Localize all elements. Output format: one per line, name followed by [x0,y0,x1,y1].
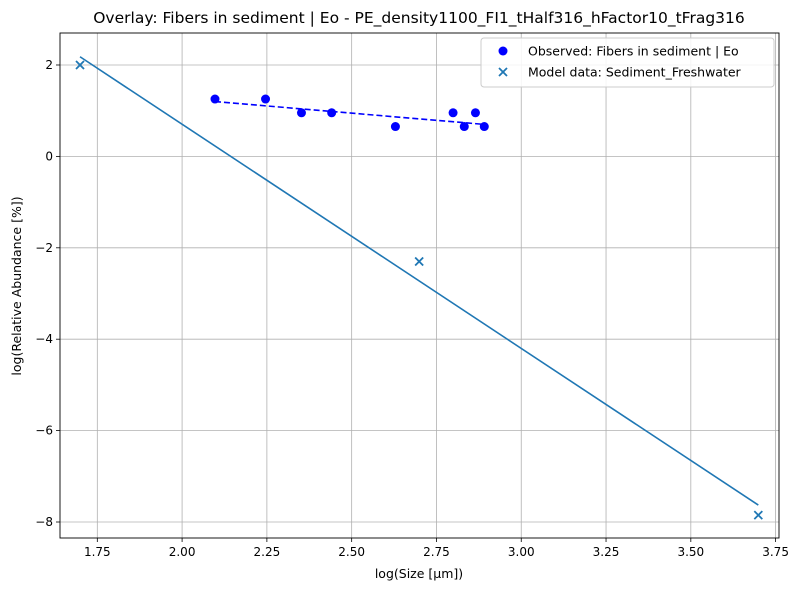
observed-point [459,122,469,132]
model-point [414,256,424,267]
observed-point [296,108,306,118]
legend-marker-model [498,67,508,77]
legend-label: Model data: Sediment_Freshwater [528,65,742,80]
x-axis-label: log(Size [µm]) [375,566,463,581]
fit-lines [79,56,759,506]
x-tick-label: 3.25 [593,545,620,559]
observed-point [327,108,337,118]
legend-marker-observed [498,46,508,56]
observed-trend-line [214,100,485,126]
y-tick-label: −8 [35,515,53,529]
x-tick-label: 2.75 [423,545,450,559]
grid [60,33,779,538]
x-tick-label: 3.00 [508,545,535,559]
x-tick-label: 2.50 [338,545,365,559]
legend-box [480,37,775,88]
observed-point [479,122,489,132]
observed-point [210,94,220,104]
data-points [75,60,763,520]
y-tick-label: 0 [45,149,53,163]
observed-point [261,94,271,104]
x-tick-label: 1.75 [84,545,111,559]
x-tick-label: 3.75 [762,545,788,559]
y-tick-label: −6 [35,424,53,438]
x-tick-label: 2.00 [169,545,196,559]
y-tick-label: 2 [45,58,53,72]
x-tick-label: 2.25 [254,545,281,559]
plot-frame [59,32,780,539]
y-axis-ticks: 2 0 −2 −4 −6 −8 [35,58,60,529]
chart-title: Overlay: Fibers in sediment | Eo - PE_de… [93,9,745,28]
model-trend-line [79,56,759,506]
observed-point [470,108,480,118]
model-point [75,60,85,70]
y-tick-label: −4 [35,332,53,346]
legend: Observed: Fibers in sediment | Eo Model d… [480,37,775,88]
legend-label: Observed: Fibers in sediment | Eo [528,44,739,59]
y-tick-label: −2 [35,241,53,255]
y-axis-label: log(Relative Abundance [%]) [9,196,24,375]
observed-point [390,122,400,132]
observed-point [448,108,458,118]
model-point [753,510,763,520]
x-axis-ticks: 1.75 2.00 2.25 2.50 2.75 3.00 3.25 3.50 3.75 [84,538,788,559]
x-tick-label: 3.50 [677,545,704,559]
